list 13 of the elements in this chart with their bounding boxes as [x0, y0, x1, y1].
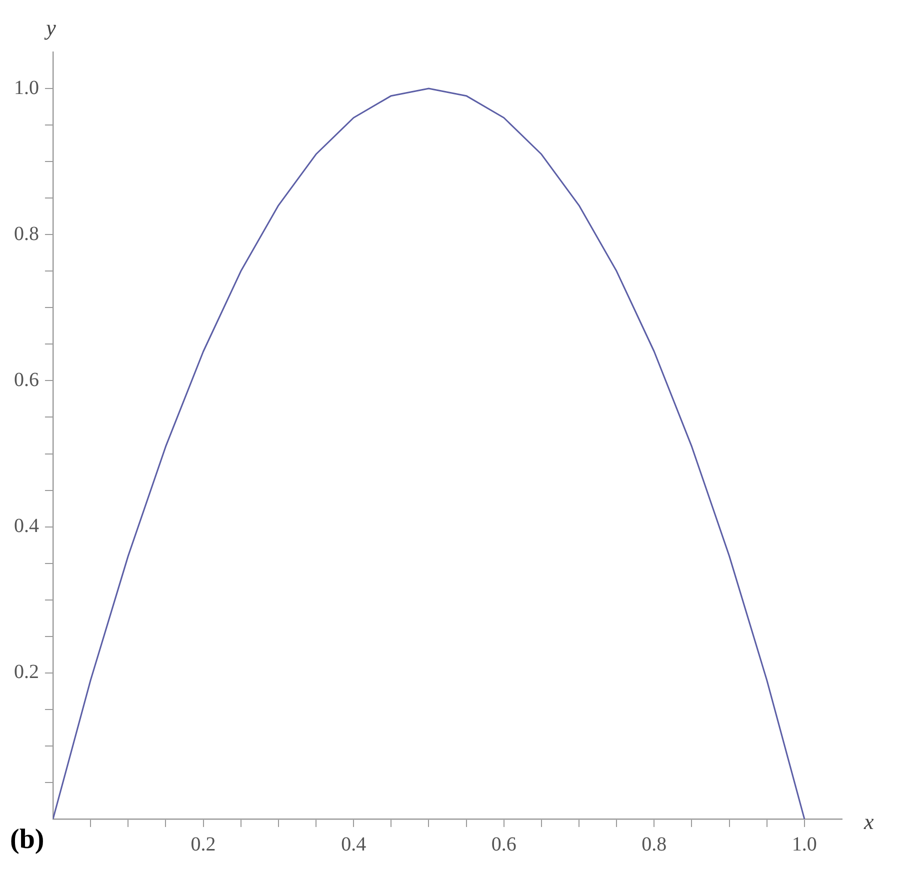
x-tick-label: 1.0 [792, 833, 817, 856]
text: (b) [10, 824, 44, 856]
y-tick-label: 1.0 [14, 76, 39, 99]
x-tick-label: 0.6 [491, 833, 516, 856]
x-tick-label: 0.2 [190, 833, 216, 856]
x-tick-label: 0.4 [341, 833, 366, 856]
y-tick-label: 0.4 [14, 515, 39, 538]
y-tick-label: 0.8 [14, 222, 39, 245]
x-axis-title: x [863, 808, 874, 834]
x-tick-label: 0.8 [642, 833, 667, 856]
y-tick-label: 0.2 [14, 661, 39, 684]
y-tick-label: 0.6 [14, 368, 39, 391]
y-axis-title: y [44, 14, 56, 40]
